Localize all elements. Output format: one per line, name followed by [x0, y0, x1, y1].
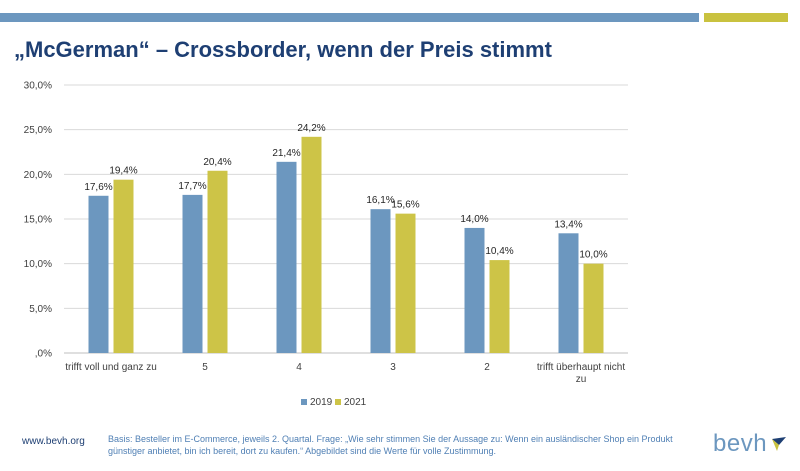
bar-2021 [113, 179, 134, 353]
slide-title: „McGerman“ – Crossborder, wenn der Preis… [14, 37, 552, 62]
x-tick-label: trifft überhaupt nicht [537, 362, 625, 373]
y-tick-label: 10,0% [24, 259, 52, 270]
bar-2021 [489, 260, 510, 353]
footer-url[interactable]: www.bevh.org [22, 436, 85, 447]
bar-2021 [395, 213, 416, 353]
data-label: 14,0% [460, 214, 488, 225]
data-label: 20,4% [203, 157, 231, 168]
bar-2019 [276, 161, 297, 353]
data-label: 24,2% [297, 123, 325, 134]
x-tick-label: 3 [390, 362, 396, 373]
x-tick-label: 5 [202, 362, 208, 373]
bar-2019 [370, 209, 391, 353]
legend-swatch-2021 [335, 399, 341, 405]
x-tick-label: 2 [484, 362, 490, 373]
logo-text: bevh [713, 430, 768, 457]
legend-label-2021: 2021 [344, 397, 367, 408]
data-label: 17,6% [84, 182, 112, 193]
data-label: 19,4% [109, 166, 137, 177]
data-label: 17,7% [178, 181, 206, 192]
header-accent-bar-gold [704, 13, 788, 22]
bar-2019 [88, 195, 109, 353]
bar-2021 [583, 263, 604, 353]
bar-2019 [182, 194, 203, 353]
bevh-logo-icon [772, 437, 786, 451]
data-label: 15,6% [391, 200, 419, 211]
y-tick-label: 30,0% [24, 81, 52, 92]
y-tick-label: 15,0% [24, 215, 52, 226]
bevh-logo: bevh [713, 430, 793, 462]
header-accent-bar-blue [0, 13, 699, 22]
bar-2019 [558, 233, 579, 353]
legend-swatch-2019 [301, 399, 307, 405]
bar-2021 [207, 170, 228, 353]
x-tick-label: zu [576, 374, 587, 385]
y-tick-label: 25,0% [24, 125, 52, 136]
bar-2021 [301, 136, 322, 353]
x-tick-label: trifft voll und ganz zu [65, 362, 157, 373]
data-label: 10,0% [579, 250, 607, 261]
data-label: 10,4% [485, 246, 513, 257]
data-label: 16,1% [366, 195, 394, 206]
bar-2019 [464, 227, 485, 353]
bar-chart: ,0% 5,0% 10,0% 15,0% 20,0% 25,0% 30,0% 17,6% 19,… [24, 81, 628, 408]
y-tick-label: 5,0% [29, 304, 52, 315]
data-label: 13,4% [554, 219, 582, 230]
y-tick-label: ,0% [35, 349, 52, 360]
footer-note: Basis: Besteller im E-Commerce, jeweils … [108, 434, 673, 456]
legend-label-2019: 2019 [310, 397, 333, 408]
data-label: 21,4% [272, 148, 300, 159]
x-tick-label: 4 [296, 362, 302, 373]
y-tick-label: 20,0% [24, 170, 52, 181]
